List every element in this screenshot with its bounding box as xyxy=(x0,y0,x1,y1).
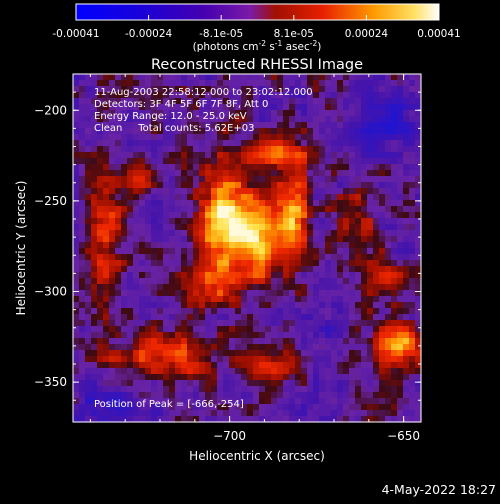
y-tick-label: −300 xyxy=(34,285,67,299)
colorbar-tick-label: 0.00041 xyxy=(417,28,460,40)
annotation-energy: Energy Range: 12.0 - 25.0 keV xyxy=(94,111,247,122)
y-axis-label: Heliocentric Y (arcsec) xyxy=(14,181,28,316)
colorbar-ticks: -0.00041 -0.00024 -8.1e-05 8.1e-05 0.00024 0.… xyxy=(52,15,461,40)
axis-ticks: −700−650−600−200−250−300−350 xyxy=(34,74,421,443)
x-tick-label: −650 xyxy=(387,429,420,443)
colorbar-units: (photons cm-2 s-1 asec-2) xyxy=(193,39,322,53)
y-tick-label: −350 xyxy=(34,375,67,389)
colorbar-tick-label: -0.00024 xyxy=(125,28,173,40)
colorbar-tick-label: -8.1e-05 xyxy=(199,28,243,40)
colorbar xyxy=(75,3,440,21)
x-axis-label: Heliocentric X (arcsec) xyxy=(189,449,325,463)
colorbar-tick-label: 8.1e-05 xyxy=(274,28,314,40)
timestamp: 4-May-2022 18:27 xyxy=(382,482,496,497)
colorbar-tick-label: -0.00041 xyxy=(52,28,99,40)
annotation-counts: Clean Total counts: 5.62E+03 xyxy=(94,123,254,134)
annotation-peak: Position of Peak = [-666,-254] xyxy=(94,399,244,410)
y-tick-label: −200 xyxy=(34,103,67,117)
chart-title: Reconstructed RHESSI Image xyxy=(151,57,363,73)
colorbar-tick-label: 0.00024 xyxy=(345,28,389,40)
annotation-detectors: Detectors: 3F 4F 5F 6F 7F 8F, Att 0 xyxy=(94,99,268,110)
y-tick-label: −250 xyxy=(34,194,67,208)
annotation-block: 11-Aug-2003 22:58:12.000 to 23:02:12.000… xyxy=(94,87,313,410)
x-tick-label: −700 xyxy=(213,429,246,443)
plot-frame xyxy=(72,73,422,423)
annotation-time: 11-Aug-2003 22:58:12.000 to 23:02:12.000 xyxy=(94,87,313,98)
heatmap-image xyxy=(73,74,422,423)
